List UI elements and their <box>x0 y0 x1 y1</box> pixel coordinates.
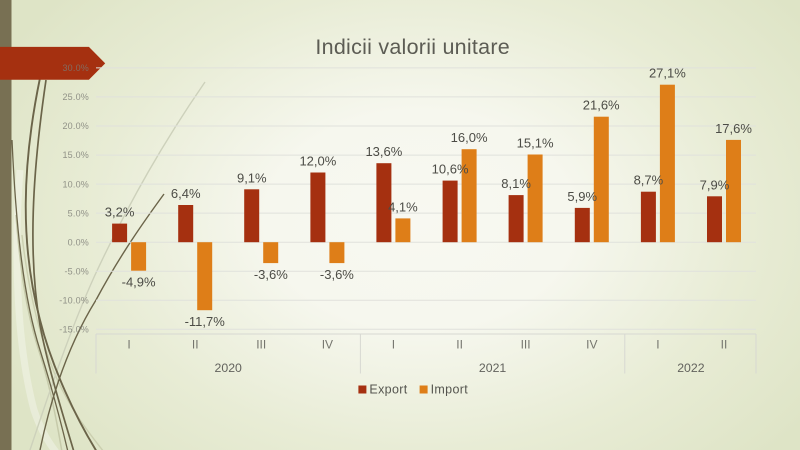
svg-text:-5.0%: -5.0% <box>64 266 89 276</box>
svg-text:I: I <box>127 338 130 352</box>
svg-text:17,6%: 17,6% <box>715 121 752 136</box>
svg-text:5,9%: 5,9% <box>567 189 597 204</box>
svg-text:12,0%: 12,0% <box>299 154 336 169</box>
svg-text:20.0%: 20.0% <box>62 121 89 131</box>
svg-text:2020: 2020 <box>215 361 243 375</box>
svg-text:15.0%: 15.0% <box>62 150 89 160</box>
svg-text:0.0%: 0.0% <box>68 237 89 247</box>
svg-text:-3,6%: -3,6% <box>320 267 354 282</box>
svg-text:II: II <box>456 338 463 352</box>
svg-text:I: I <box>392 338 395 352</box>
svg-text:13,6%: 13,6% <box>365 144 402 159</box>
svg-text:Import: Import <box>431 383 469 397</box>
svg-text:16,0%: 16,0% <box>451 130 488 145</box>
svg-text:9,1%: 9,1% <box>237 170 267 185</box>
svg-text:-10.0%: -10.0% <box>59 296 89 306</box>
svg-text:II: II <box>721 338 728 352</box>
svg-text:-3,6%: -3,6% <box>254 267 288 282</box>
svg-text:Export: Export <box>369 383 407 397</box>
svg-text:8,1%: 8,1% <box>501 176 531 191</box>
svg-text:-11,7%: -11,7% <box>185 314 226 329</box>
svg-text:6,4%: 6,4% <box>171 186 201 201</box>
svg-text:-4,9%: -4,9% <box>122 275 156 290</box>
svg-text:10,6%: 10,6% <box>432 162 469 177</box>
svg-text:8,7%: 8,7% <box>634 173 664 188</box>
svg-text:27,1%: 27,1% <box>649 66 686 81</box>
svg-text:2022: 2022 <box>677 361 705 375</box>
svg-text:III: III <box>521 338 531 352</box>
svg-text:10.0%: 10.0% <box>62 179 89 189</box>
svg-text:I: I <box>656 338 659 352</box>
svg-text:IV: IV <box>586 338 597 352</box>
svg-text:II: II <box>192 338 199 352</box>
svg-text:IV: IV <box>322 338 333 352</box>
svg-text:-15.0%: -15.0% <box>59 325 89 335</box>
svg-text:Indicii valorii unitare: Indicii valorii unitare <box>315 35 510 59</box>
svg-text:III: III <box>256 338 266 352</box>
svg-text:7,9%: 7,9% <box>700 177 730 192</box>
svg-text:15,1%: 15,1% <box>517 136 554 151</box>
svg-text:25.0%: 25.0% <box>62 92 89 102</box>
svg-text:3,2%: 3,2% <box>105 205 135 220</box>
svg-text:5.0%: 5.0% <box>68 208 89 218</box>
svg-text:2021: 2021 <box>479 361 507 375</box>
svg-text:4,1%: 4,1% <box>388 199 418 214</box>
svg-text:21,6%: 21,6% <box>583 98 620 113</box>
svg-text:30.0%: 30.0% <box>62 63 89 73</box>
